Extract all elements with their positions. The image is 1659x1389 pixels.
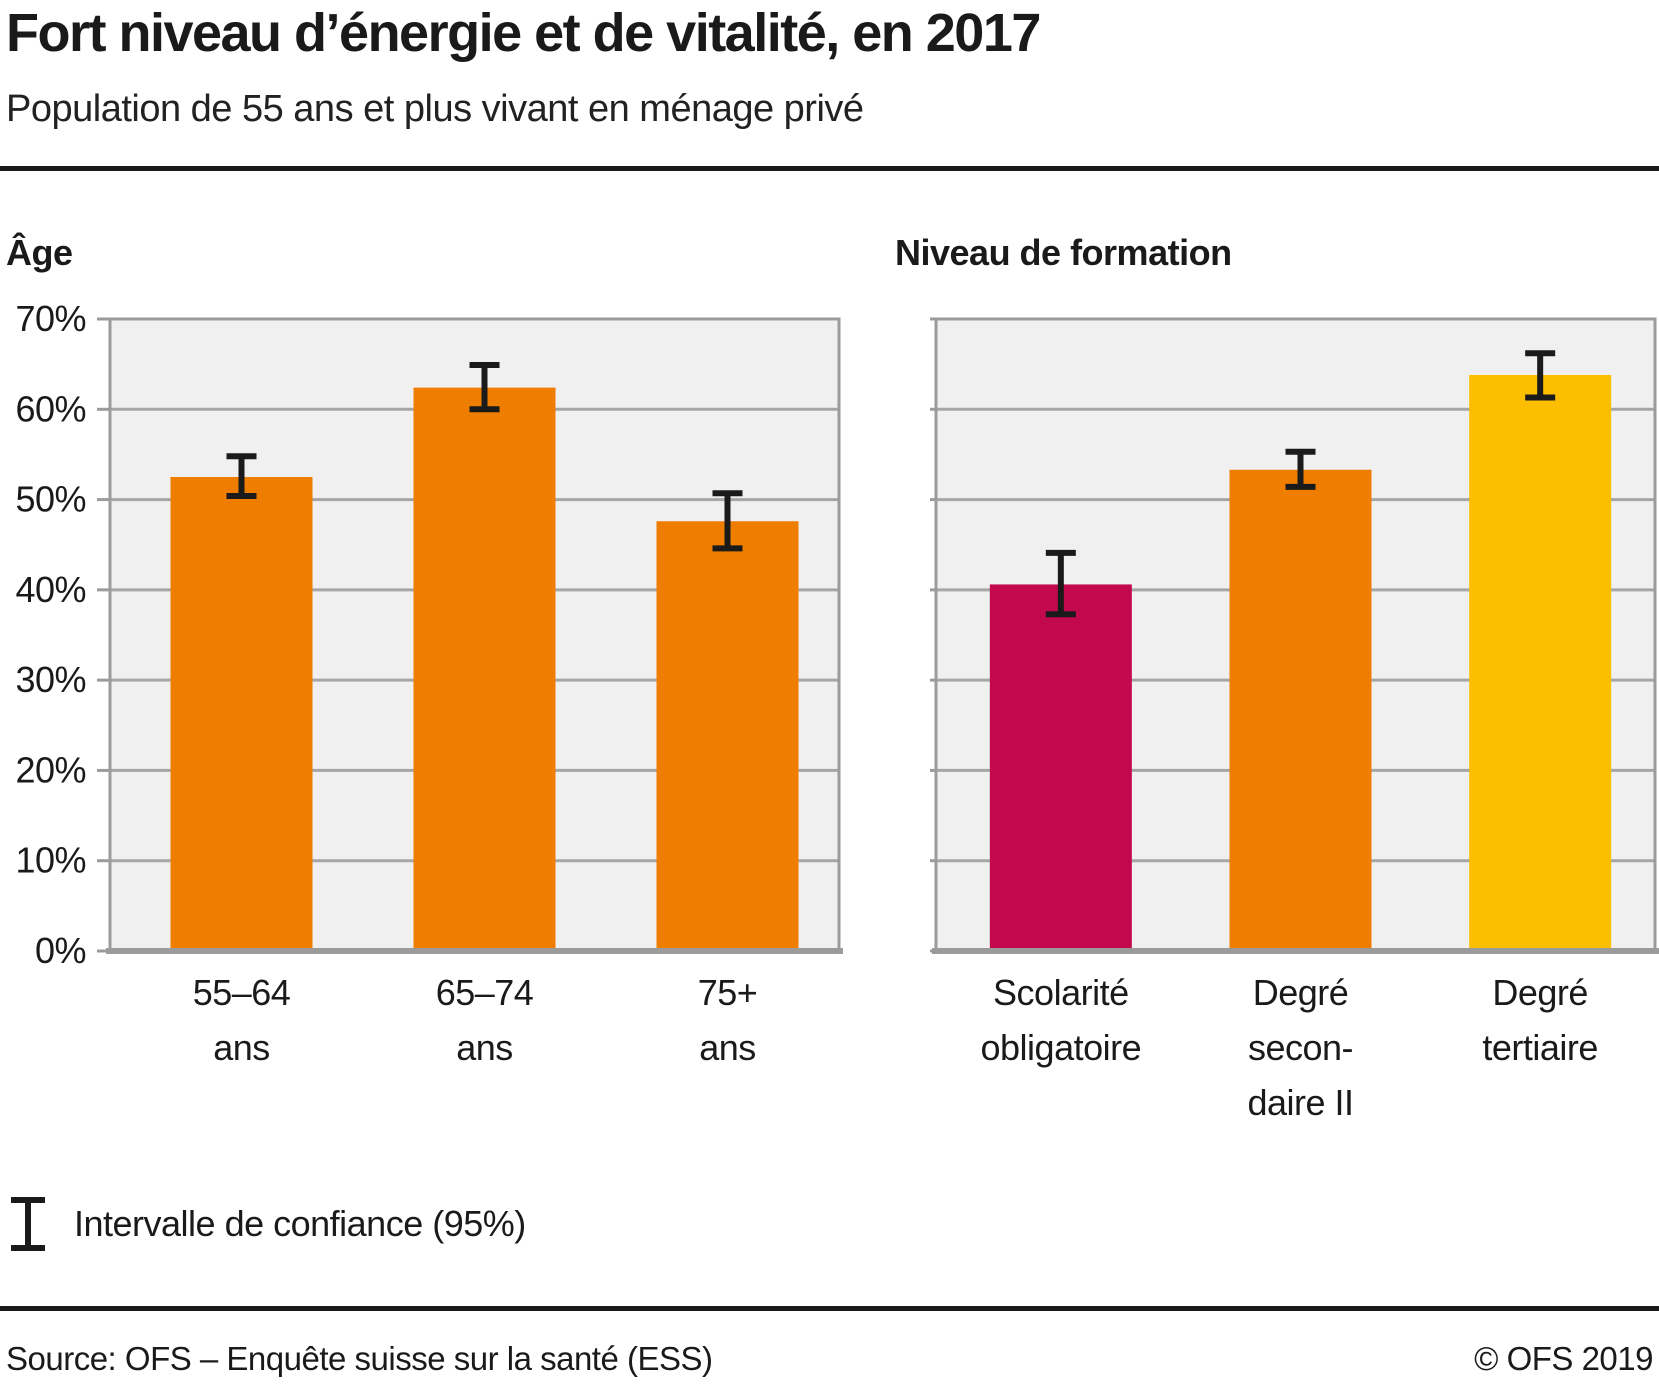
- x-axis-label: Scolarité: [993, 972, 1129, 1013]
- footer-divider: [0, 1306, 1659, 1311]
- bar: [989, 584, 1132, 951]
- x-axis-label: 75+: [698, 972, 758, 1013]
- x-axis-label: Degré: [1253, 972, 1349, 1013]
- y-axis-label: 40%: [15, 569, 86, 610]
- bar: [1469, 374, 1612, 951]
- chart-age: 0% 10% 20% 30% 40% 50% 60% 70% 55–64 ans 65–74 ans 7…: [15, 300, 843, 1068]
- x-axis-label: Degré: [1492, 972, 1588, 1013]
- chart-heading-age: Âge: [6, 232, 73, 273]
- y-axis-label: 50%: [15, 479, 86, 520]
- x-axis-label: obligatoire: [981, 1027, 1142, 1068]
- bar: [1229, 469, 1372, 951]
- page-title: Fort niveau d’énergie et de vitalité, en…: [6, 3, 1041, 63]
- y-axis-label: 70%: [15, 300, 86, 339]
- x-axis-label: 55–64: [193, 972, 291, 1013]
- x-axis-label: tertiaire: [1482, 1027, 1598, 1068]
- legend-label: Intervalle de confiance (95%): [74, 1203, 526, 1244]
- chart-heading-education: Niveau de formation: [895, 232, 1232, 273]
- page-subtitle: Population de 55 ans et plus vivant en m…: [6, 88, 864, 130]
- chart-education: Scolarité obligatoire Degré secon-daire II D…: [930, 317, 1659, 1123]
- source-text: Source: OFS – Enquête suisse sur la sant…: [6, 1340, 713, 1377]
- y-axis-label: 10%: [15, 840, 86, 881]
- x-axis-label: 65–74: [436, 972, 534, 1013]
- x-axis-label: ans: [456, 1027, 513, 1068]
- bar: [413, 387, 556, 951]
- confidence-interval-legend: Intervalle de confiance (95%): [8, 1192, 526, 1256]
- y-axis-label: 60%: [15, 388, 86, 429]
- x-axis-label: ans: [699, 1027, 756, 1068]
- x-axis-label: ans: [213, 1027, 270, 1068]
- y-axis-label: 20%: [15, 749, 86, 790]
- bar: [170, 477, 313, 951]
- header-divider: [0, 166, 1659, 171]
- copyright-text: © OFS 2019: [1474, 1340, 1653, 1377]
- y-axis-label: 30%: [15, 659, 86, 700]
- y-axis-label: 0%: [35, 930, 86, 971]
- error-bar-icon: [11, 1197, 45, 1251]
- x-axis-label: daire II: [1247, 1082, 1353, 1123]
- x-axis-label: secon-: [1248, 1027, 1353, 1068]
- bar: [656, 521, 799, 951]
